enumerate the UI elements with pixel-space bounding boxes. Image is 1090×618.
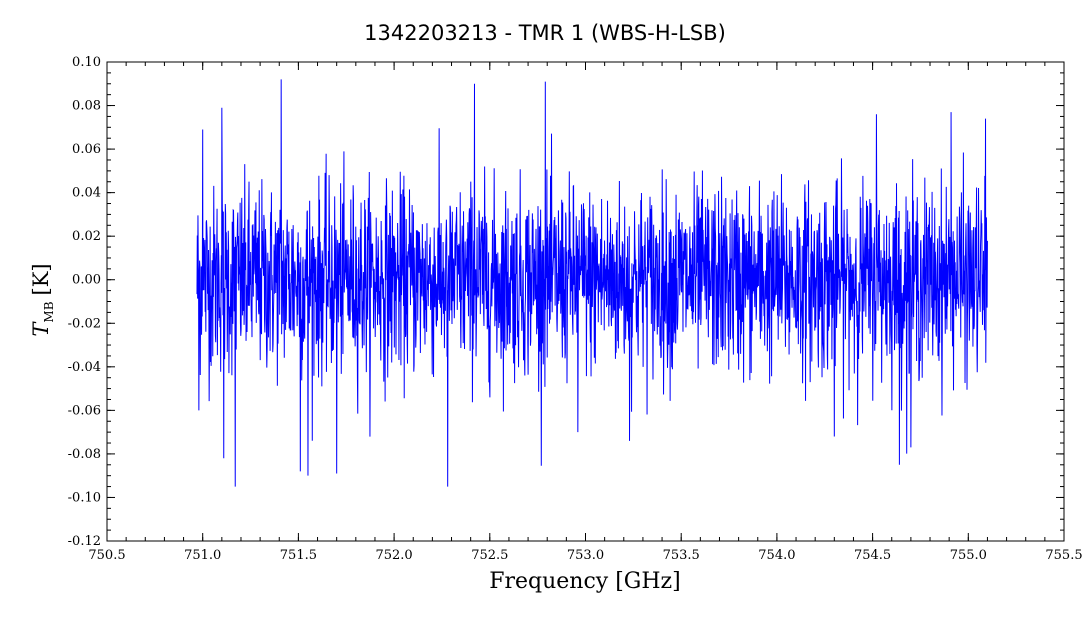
x-tick-label: 752.0	[375, 548, 412, 563]
y-tick-label: 0.02	[72, 229, 101, 244]
chart-title: 1342203213 - TMR 1 (WBS-H-LSB)	[364, 21, 726, 45]
y-tick-label: -0.02	[68, 316, 101, 331]
x-tick-label: 750.5	[88, 548, 125, 563]
x-tick-label: 755.0	[950, 548, 987, 563]
y-axis-label-unit: [K]	[29, 263, 53, 295]
x-axis: 750.5 751.0 751.5 752.0 752.5 753.0 753.5 754.0…	[88, 62, 1083, 563]
y-tick-label: -0.12	[68, 534, 101, 549]
x-tick-label: 753.5	[663, 548, 700, 563]
y-tick-label: 0.00	[72, 273, 101, 288]
y-tick-label: 0.10	[72, 55, 101, 70]
y-tick-label: 0.08	[72, 99, 101, 114]
x-tick-label: 751.5	[280, 548, 317, 563]
x-tick-label: 755.5	[1045, 548, 1082, 563]
series-layer	[196, 79, 988, 487]
y-tick-label: 0.06	[72, 142, 101, 157]
x-tick-label: 753.0	[567, 548, 604, 563]
y-axis-label-main: T	[29, 321, 53, 337]
y-tick-label: 0.04	[72, 186, 101, 201]
y-tick-label: -0.08	[68, 447, 101, 462]
y-tick-label: -0.06	[68, 403, 101, 418]
x-tick-label: 754.0	[758, 548, 795, 563]
spectrum-line	[196, 79, 988, 487]
x-tick-label: 752.5	[471, 548, 508, 563]
y-axis-label: TMB [K]	[29, 263, 56, 336]
y-tick-label: -0.10	[68, 490, 101, 505]
x-tick-label: 751.0	[184, 548, 221, 563]
y-axis-label-subscript: MB	[42, 301, 56, 322]
x-tick-label: 754.5	[854, 548, 891, 563]
y-tick-label: -0.04	[68, 360, 101, 375]
y-axis: 0.10 0.08 0.06 0.04 0.02 0.00 -0.02 -0.04 -0.06 -…	[68, 55, 1064, 549]
x-axis-label: Frequency [GHz]	[489, 569, 681, 594]
